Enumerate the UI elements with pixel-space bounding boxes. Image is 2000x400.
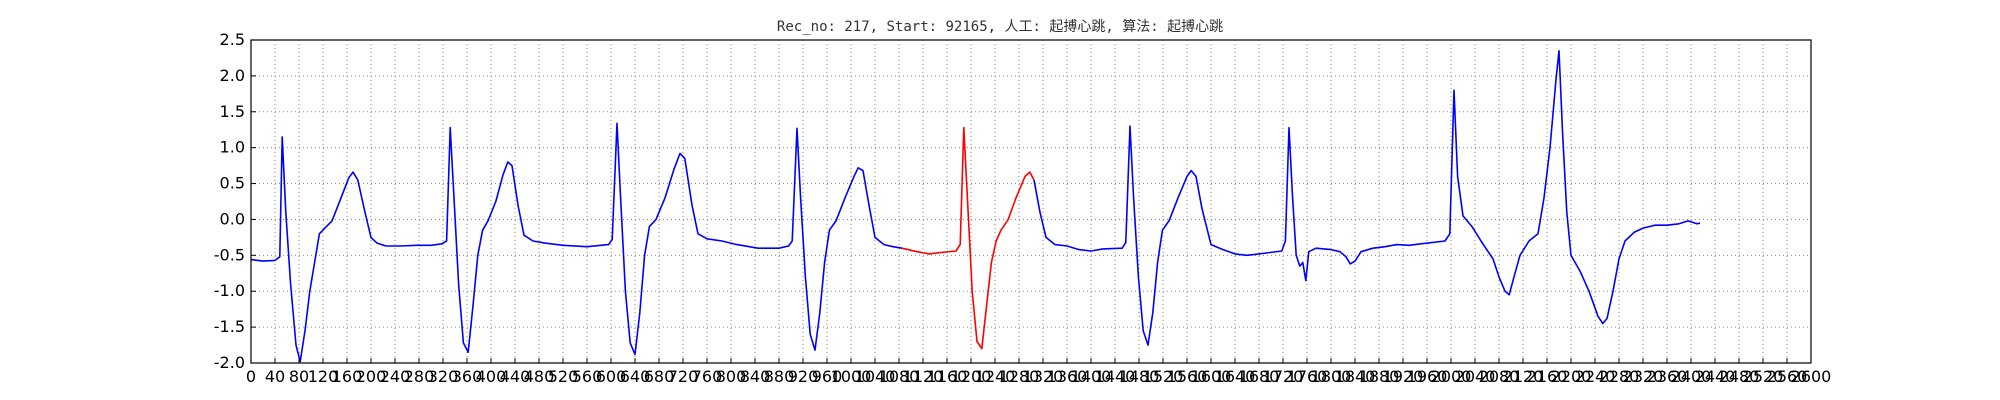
x-tick-label: 1240	[975, 367, 1016, 386]
x-tick-label: 2320	[1623, 367, 1664, 386]
x-tick-label: 880	[764, 367, 795, 386]
y-tick-label: 1.5	[220, 102, 245, 121]
x-tick-label: 1160	[927, 367, 968, 386]
series-line-target	[901, 126, 1035, 350]
x-tick-label: 680	[644, 367, 675, 386]
gridlines	[250, 39, 1812, 364]
y-tick-label: -1.5	[214, 317, 245, 336]
x-tick-label: 920	[788, 367, 819, 386]
x-tick-label: 120	[308, 367, 339, 386]
plot-frame	[250, 39, 1812, 364]
y-tick-label: 2.0	[220, 66, 245, 85]
y-tick-label: -2.0	[214, 353, 245, 372]
x-tick-label: 600	[596, 367, 627, 386]
x-tick-label: 720	[668, 367, 699, 386]
x-tick-label: 0	[246, 367, 256, 386]
y-tick-label: 1.0	[220, 138, 245, 157]
x-tick-label: 1520	[1143, 367, 1184, 386]
y-axis-ticks: -2.0 -1.5 -1.0 -0.5 0.0 0.5 1.0 1.5 2.0 2.5	[214, 30, 256, 372]
x-tick-label: 1040	[855, 367, 896, 386]
y-tick-label: 2.5	[220, 30, 245, 49]
x-tick-label: 1920	[1383, 367, 1424, 386]
x-tick-label: 2240	[1575, 367, 1616, 386]
x-tick-label: 640	[620, 367, 651, 386]
x-tick-label: 2560	[1767, 367, 1808, 386]
x-tick-label: 1360	[1047, 367, 1088, 386]
x-tick-label: 2600	[1791, 367, 1832, 386]
x-tick-label: 1960	[1407, 367, 1448, 386]
x-tick-label: 1120	[903, 367, 944, 386]
y-tick-label: 0.5	[220, 174, 245, 193]
x-tick-label: 2120	[1503, 367, 1544, 386]
x-tick-label: 1880	[1359, 367, 1400, 386]
x-tick-label: 280	[404, 367, 435, 386]
x-tick-label: 360	[452, 367, 483, 386]
x-tick-label: 1200	[951, 367, 992, 386]
x-tick-label: 1640	[1215, 367, 1256, 386]
x-tick-label: 1320	[1023, 367, 1064, 386]
x-tick-label: 40	[265, 367, 285, 386]
x-tick-label: 320	[428, 367, 459, 386]
series-line-after	[1033, 50, 1701, 346]
x-tick-label: 2160	[1527, 367, 1568, 386]
x-tick-label: 1080	[879, 367, 920, 386]
x-tick-label: 2360	[1647, 367, 1688, 386]
series-line-before	[250, 122, 903, 363]
x-tick-label: 200	[356, 367, 387, 386]
x-tick-label: 2400	[1671, 367, 1712, 386]
x-tick-label: 2200	[1551, 367, 1592, 386]
x-tick-label: 1600	[1191, 367, 1232, 386]
x-tick-label: 800	[716, 367, 747, 386]
x-tick-label: 1680	[1239, 367, 1280, 386]
x-tick-label: 960	[812, 367, 843, 386]
y-tick-label: -0.5	[214, 245, 245, 264]
chart-title: Rec_no: 217, Start: 92165, 人工: 起搏心跳, 算法:…	[777, 18, 1223, 35]
x-tick-label: 80	[289, 367, 309, 386]
x-tick-label: 1480	[1119, 367, 1160, 386]
x-tick-label: 1840	[1335, 367, 1376, 386]
plot-series	[250, 50, 1701, 363]
x-tick-label: 2280	[1599, 367, 1640, 386]
y-tick-label: -1.0	[214, 281, 245, 300]
x-tick-label: 1280	[999, 367, 1040, 386]
x-tick-label: 2000	[1431, 367, 1472, 386]
y-tick-label: 0.0	[220, 209, 245, 228]
x-tick-label: 1400	[1071, 367, 1112, 386]
x-tick-label: 2520	[1743, 367, 1784, 386]
x-tick-label: 2040	[1455, 367, 1496, 386]
x-tick-label: 2480	[1719, 367, 1760, 386]
x-tick-label: 2440	[1695, 367, 1736, 386]
x-tick-label: 440	[500, 367, 531, 386]
x-tick-label: 1560	[1167, 367, 1208, 386]
x-tick-label: 400	[476, 367, 507, 386]
x-tick-label: 160	[332, 367, 363, 386]
x-tick-label: 1440	[1095, 367, 1136, 386]
x-tick-label: 1760	[1287, 367, 1328, 386]
x-tick-label: 1800	[1311, 367, 1352, 386]
x-tick-label: 1000	[831, 367, 872, 386]
x-axis-ticks: 0 40 8012016020024028032036040044048052056…	[246, 358, 1831, 386]
x-tick-label: 2080	[1479, 367, 1520, 386]
x-tick-label: 840	[740, 367, 771, 386]
x-tick-label: 480	[524, 367, 555, 386]
x-tick-label: 760	[692, 367, 723, 386]
x-tick-label: 520	[548, 367, 579, 386]
x-tick-label: 1720	[1263, 367, 1304, 386]
x-tick-label: 560	[572, 367, 603, 386]
x-tick-label: 240	[380, 367, 411, 386]
